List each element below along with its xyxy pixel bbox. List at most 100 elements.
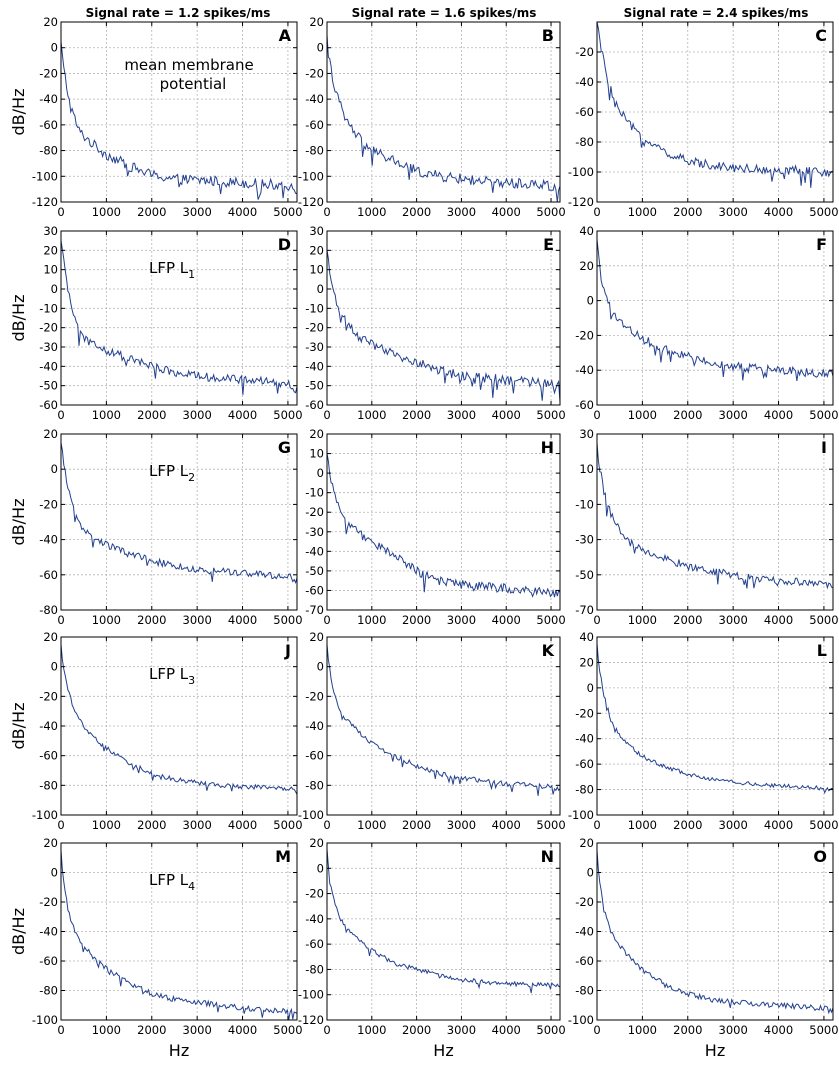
x-tick-label: 4000 <box>764 1023 793 1037</box>
x-tick-label: 5000 <box>273 1023 302 1037</box>
x-tick-label: 4000 <box>764 408 793 422</box>
y-tick-label: -20 <box>39 321 58 335</box>
x-tick-label: 0 <box>593 818 600 832</box>
y-tick-label: -20 <box>575 706 594 720</box>
y-tick-label: -100 <box>32 808 58 822</box>
x-tick-label: 0 <box>57 613 64 627</box>
x-tick-label: 0 <box>57 818 64 832</box>
y-tick-label: 0 <box>51 282 58 296</box>
y-tick-label: -80 <box>305 778 324 792</box>
y-tick-label: 20 <box>43 630 58 644</box>
series-line-J <box>60 644 298 795</box>
x-tick-label: 3000 <box>447 205 476 219</box>
y-tick-label: -40 <box>305 912 324 926</box>
y-tick-label: -30 <box>575 533 594 547</box>
y-tick-label: -60 <box>39 749 58 763</box>
x-tick-label: 5000 <box>273 408 302 422</box>
y-tick-label: -30 <box>305 525 324 539</box>
panel-G: 0 1000 2000 3000 4000 5000 20 0 -20 -40 -60 -80 G LFP… <box>9 427 303 627</box>
panel-F: 0 1000 2000 3000 4000 5000 40 20 0 -20 -40 -60 F <box>575 224 838 422</box>
x-tick-label: 2000 <box>673 818 702 832</box>
x-tick-label: 2000 <box>137 408 166 422</box>
y-tick-label: -60 <box>305 398 324 412</box>
column-title-1: Signal rate = 1.2 spikes/ms <box>86 6 271 20</box>
series-line-F <box>596 239 834 381</box>
y-tick-label: -60 <box>575 398 594 412</box>
x-tick-label: 3000 <box>183 1023 212 1037</box>
x-tick-label: 1000 <box>628 1023 657 1037</box>
x-tick-label: 3000 <box>447 613 476 627</box>
y-tick-label: -20 <box>39 895 58 909</box>
y-tick-label: -60 <box>305 937 324 951</box>
annotation-subscript: 3 <box>188 674 195 687</box>
axes-frame-B <box>326 21 561 203</box>
x-tick-label: 3000 <box>183 205 212 219</box>
y-tick-label: 0 <box>317 41 324 55</box>
x-tick-label: 1000 <box>92 613 121 627</box>
x-tick-label: 2000 <box>673 408 702 422</box>
panel-E: 0 1000 2000 3000 4000 5000 30 20 10 0 -10 -20 -30 -40… <box>305 224 565 422</box>
y-tick-label: -80 <box>305 962 324 976</box>
x-tick-label: 3000 <box>183 613 212 627</box>
y-tick-label: -60 <box>575 105 594 119</box>
x-tick-label: 1000 <box>628 408 657 422</box>
y-tick-label: -120 <box>32 195 58 209</box>
x-tick-label: 0 <box>323 613 330 627</box>
panel-label-C: C <box>815 26 827 45</box>
series-line-H <box>326 453 561 598</box>
y-tick-label: -40 <box>305 92 324 106</box>
series-line-C <box>596 21 834 188</box>
y-tick-label: 20 <box>309 836 324 850</box>
y-tick-label: -40 <box>39 533 58 547</box>
x-tick-label: 4000 <box>228 408 257 422</box>
y-tick-label: -10 <box>39 301 58 315</box>
x-tick-label: 3000 <box>183 818 212 832</box>
axes-frame-D <box>60 230 298 406</box>
y-tick-label: 10 <box>309 447 324 461</box>
x-tick-label: 1000 <box>628 613 657 627</box>
x-tick-label: 1000 <box>92 1023 121 1037</box>
y-tick-label: -50 <box>39 379 58 393</box>
y-tick-label: -80 <box>39 778 58 792</box>
y-tick-label: -20 <box>575 328 594 342</box>
x-tick-label: 2000 <box>402 1023 431 1037</box>
panel-label-E: E <box>543 235 554 254</box>
x-tick-label: 3000 <box>183 408 212 422</box>
panel-D: 0 1000 2000 3000 4000 5000 30 20 10 0 -10 -20 -30 -40… <box>9 224 303 422</box>
x-tick-label: 3000 <box>719 613 748 627</box>
y-tick-label: -20 <box>305 505 324 519</box>
x-tick-label: 4000 <box>492 1023 521 1037</box>
y-tick-label: 0 <box>587 681 594 695</box>
x-tick-label: 2000 <box>402 205 431 219</box>
y-tick-label: -40 <box>39 925 58 939</box>
y-axis-label: dB/Hz <box>9 295 28 342</box>
y-tick-label: 20 <box>309 630 324 644</box>
x-tick-label: 2000 <box>137 205 166 219</box>
y-tick-label: 20 <box>43 427 58 441</box>
y-tick-label: -30 <box>39 340 58 354</box>
y-tick-label: -40 <box>575 732 594 746</box>
y-tick-label: 30 <box>43 224 58 238</box>
y-tick-label: 10 <box>43 263 58 277</box>
x-tick-label: 0 <box>593 408 600 422</box>
panel-M: 0 1000 2000 3000 4000 5000 20 0 -20 -40 -60 -80 -100… <box>9 836 303 1060</box>
y-axis-label: dB/Hz <box>9 908 28 955</box>
y-tick-label: -50 <box>575 568 594 582</box>
x-tick-label: 2000 <box>402 818 431 832</box>
panel-label-B: B <box>542 26 554 45</box>
axes-frame-I <box>596 433 834 611</box>
y-tick-label: -100 <box>32 169 58 183</box>
x-tick-label: 1000 <box>357 205 386 219</box>
y-tick-label: -60 <box>305 583 324 597</box>
y-tick-label: -60 <box>575 954 594 968</box>
y-tick-label: -120 <box>298 1013 324 1027</box>
series-line-B <box>326 34 561 203</box>
y-tick-label: 0 <box>51 660 58 674</box>
series-line-G <box>60 442 298 585</box>
series-line-I <box>596 442 834 590</box>
annotation-subscript: 2 <box>188 471 195 484</box>
y-tick-label: 0 <box>317 282 324 296</box>
panel-label-H: H <box>541 438 554 457</box>
y-tick-label: -40 <box>305 544 324 558</box>
series-line-N <box>326 849 561 994</box>
